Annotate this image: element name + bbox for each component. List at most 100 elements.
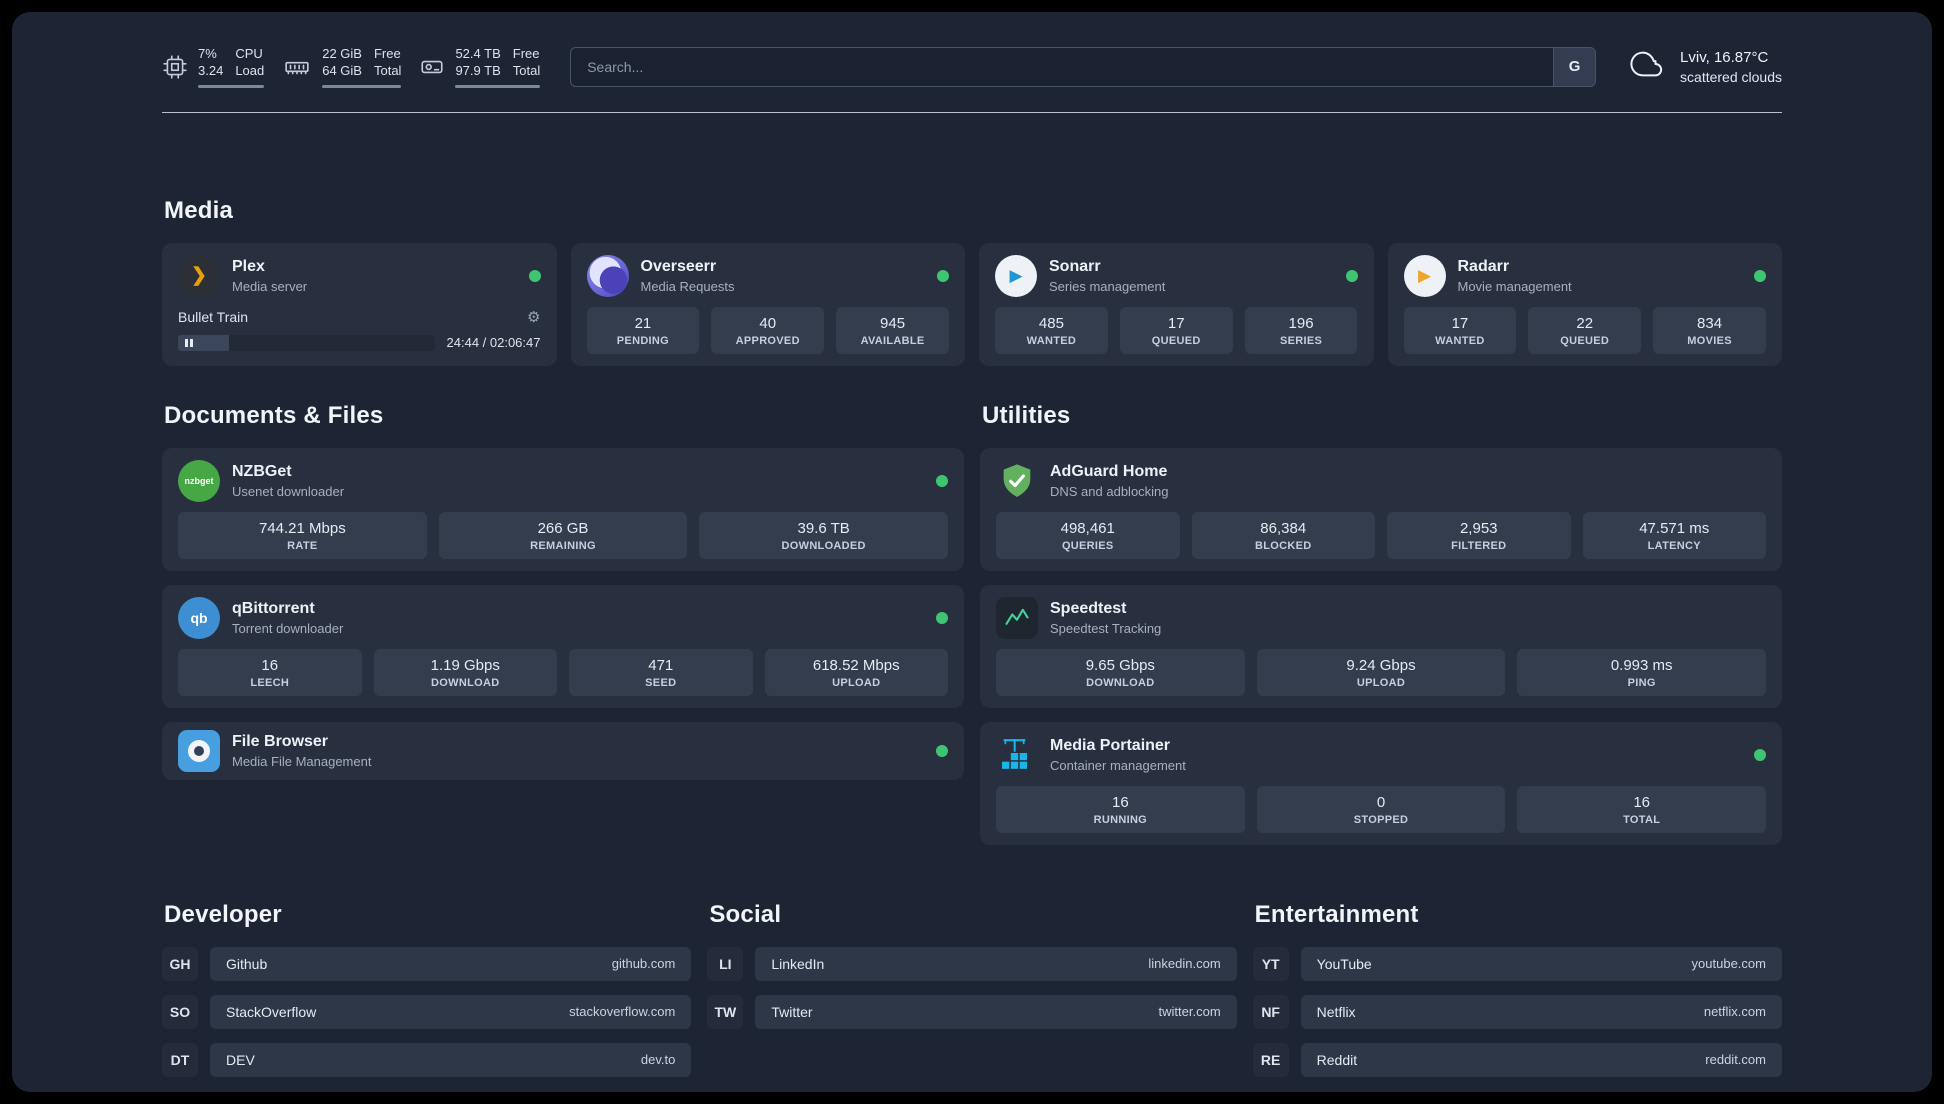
app-card-qbittorrent[interactable]: qb qBittorrent Torrent downloader 16 LEE… [162, 584, 964, 708]
bookmark-abbr[interactable]: TW [707, 994, 744, 1029]
app-card-sonarr[interactable]: ▶ Sonarr Series management 485 WANTED 17… [979, 242, 1374, 366]
now-playing-title: Bullet Train [178, 308, 249, 325]
stat-tile: 17 QUEUED [1119, 306, 1233, 354]
bookmark-link-netflix[interactable]: Netflix netflix.com [1300, 994, 1782, 1029]
bookmark-link-stackoverflow[interactable]: StackOverflow stackoverflow.com [210, 994, 692, 1029]
app-title: qBittorrent [232, 600, 315, 618]
bookmark-url: youtube.com [1691, 956, 1766, 972]
stat-tile: 485 WANTED [995, 306, 1108, 354]
stat-value: 16 [1111, 793, 1129, 811]
topbar: 7% 3.24 CPU Load [162, 46, 1782, 88]
stat-label: REMAINING [530, 539, 596, 552]
status-dot [936, 474, 948, 487]
bookmark-name: LinkedIn [771, 955, 825, 972]
bookmark-link-reddit[interactable]: Reddit reddit.com [1300, 1042, 1782, 1077]
bookmark-abbr[interactable]: DT [162, 1042, 198, 1077]
section-title-entertainment: Entertainment [1254, 900, 1419, 928]
cpu-label-bottom: Load [235, 62, 265, 78]
bookmark-link-github[interactable]: Github github.com [210, 946, 692, 981]
disk-total-value: 97.9 TB [455, 62, 501, 78]
bookmark-link-dev[interactable]: DEV dev.to [210, 1042, 692, 1077]
bookmark-abbr[interactable]: SO [162, 994, 198, 1029]
stat-label: MOVIES [1687, 334, 1732, 347]
stat-tile: 39.6 TB DOWNLOADED [699, 511, 949, 559]
app-title: Overseerr [640, 258, 717, 276]
bookmark-row: LI LinkedIn linkedin.com [707, 946, 1237, 981]
cpu-usage-bar [198, 84, 265, 88]
ram-free-value: 22 GiB [322, 46, 362, 61]
speedtest-icon [996, 596, 1038, 639]
search-input[interactable] [570, 46, 1597, 87]
bookmark-abbr[interactable]: LI [707, 946, 744, 981]
stat-label: DOWNLOAD [431, 676, 500, 689]
playback-progress-bar[interactable] [178, 334, 435, 351]
ram-widget: 22 GiB 64 GiB Free Total [282, 46, 402, 88]
stat-tile: 21 PENDING [586, 306, 700, 354]
dashboard: 7% 3.24 CPU Load [12, 12, 1932, 1092]
ram-total-value: 64 GiB [322, 62, 362, 78]
stat-label: QUERIES [1061, 539, 1114, 552]
app-card-nzbget[interactable]: nzbget NZBGet Usenet downloader 744.21 M… [162, 447, 964, 571]
stat-value: 471 [648, 656, 674, 674]
status-dot [1754, 748, 1766, 761]
app-title: NZBGet [232, 463, 292, 481]
bookmark-link-linkedin[interactable]: LinkedIn linkedin.com [755, 946, 1237, 981]
app-card-radarr[interactable]: ▶ Radarr Movie management 17 WANTED 22 Q… [1387, 242, 1782, 366]
section-title-media: Media [164, 196, 234, 224]
overseerr-icon [586, 254, 629, 297]
bookmark-url: twitter.com [1158, 1004, 1221, 1020]
gear-icon[interactable]: ⚙ [527, 308, 541, 326]
bookmark-name: Reddit [1316, 1051, 1358, 1068]
app-card-filebrowser[interactable]: File Browser Media File Management [162, 721, 964, 780]
app-card-overseerr[interactable]: Overseerr Media Requests 21 PENDING 40 A… [570, 242, 965, 366]
stat-label: RUNNING [1093, 813, 1148, 826]
stat-tile: 47.571 ms LATENCY [1582, 511, 1766, 559]
bookmark-url: github.com [611, 956, 676, 972]
stat-tile: 16 TOTAL [1517, 785, 1767, 833]
bookmark-abbr[interactable]: RE [1252, 1042, 1289, 1077]
bookmark-name: Github [226, 955, 268, 972]
stat-value: 16 [261, 656, 279, 674]
stat-tile: 2,953 FILTERED [1387, 511, 1571, 559]
app-card-plex[interactable]: ❯ Plex Media server Bullet Train ⚙ [162, 242, 557, 366]
status-dot [936, 744, 948, 757]
app-title: Sonarr [1049, 258, 1101, 276]
stat-value: 16 [1633, 793, 1651, 811]
app-card-adguard[interactable]: AdGuard Home DNS and adblocking 498,461 … [980, 447, 1782, 571]
bookmark-abbr[interactable]: YT [1252, 946, 1289, 981]
stat-label: WANTED [1435, 334, 1485, 347]
playback-time: 24:44 / 02:06:47 [446, 335, 541, 351]
cpu-icon [162, 54, 188, 80]
stat-label: WANTED [1026, 334, 1077, 347]
bookmark-abbr[interactable]: GH [162, 946, 198, 981]
stat-tile: 834 MOVIES [1653, 306, 1766, 354]
cpu-widget: 7% 3.24 CPU Load [162, 46, 265, 88]
stat-tile: 498,461 QUERIES [996, 511, 1180, 559]
bookmark-url: stackoverflow.com [569, 1004, 676, 1020]
stat-tile: 16 LEECH [178, 648, 362, 696]
app-card-speedtest[interactable]: Speedtest Speedtest Tracking 9.65 Gbps D… [980, 584, 1782, 708]
adguard-icon [996, 460, 1038, 502]
stat-tile: 1.19 Gbps DOWNLOAD [373, 648, 557, 696]
search-engine-button[interactable]: G [1553, 47, 1596, 86]
stat-tile: 16 RUNNING [996, 785, 1245, 833]
stat-label: QUEUED [1151, 334, 1201, 347]
stat-tile: 0 STOPPED [1256, 785, 1506, 833]
stat-value: 498,461 [1060, 519, 1115, 537]
bookmark-link-twitter[interactable]: Twitter twitter.com [755, 994, 1237, 1029]
bookmark-url: dev.to [640, 1052, 676, 1068]
app-card-portainer[interactable]: Media Portainer Container management 16 … [980, 721, 1782, 845]
stat-value: 0 [1376, 793, 1386, 811]
bookmark-abbr[interactable]: NF [1252, 994, 1289, 1029]
section-title-utilities: Utilities [982, 401, 1071, 429]
app-title: AdGuard Home [1050, 463, 1168, 481]
pause-icon[interactable] [185, 338, 193, 347]
cpu-load-value: 3.24 [198, 62, 224, 78]
stat-label: LEECH [250, 676, 290, 689]
social-section: Social LI LinkedIn linkedin.com TW Twitt… [707, 901, 1237, 1043]
disk-widget: 52.4 TB 97.9 TB Free Total [419, 46, 541, 88]
stat-label: FILTERED [1451, 539, 1507, 552]
stat-label: SEED [645, 676, 677, 689]
app-subtitle: Usenet downloader [232, 484, 345, 500]
bookmark-link-youtube[interactable]: YouTube youtube.com [1300, 946, 1782, 981]
